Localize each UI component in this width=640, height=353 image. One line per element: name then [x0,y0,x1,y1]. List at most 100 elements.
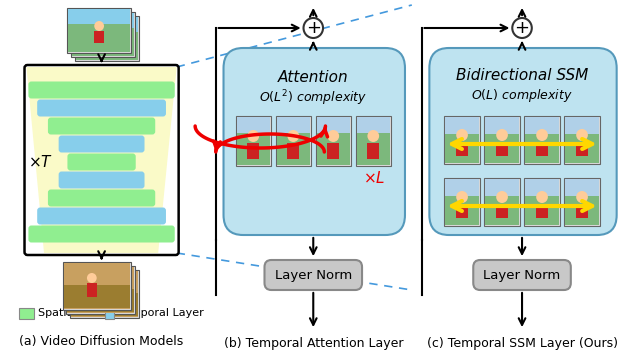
FancyBboxPatch shape [287,143,299,159]
Text: Spatial Layer: Spatial Layer [38,309,111,318]
FancyBboxPatch shape [37,208,166,225]
FancyBboxPatch shape [445,179,479,225]
Text: Layer Norm: Layer Norm [483,269,561,281]
FancyBboxPatch shape [445,117,479,163]
FancyBboxPatch shape [276,116,311,166]
Circle shape [87,273,97,283]
FancyBboxPatch shape [456,142,468,156]
FancyBboxPatch shape [328,143,339,159]
FancyBboxPatch shape [473,260,571,290]
FancyBboxPatch shape [68,9,130,24]
Text: Bidirectional SSM: Bidirectional SSM [456,68,588,84]
FancyBboxPatch shape [445,178,479,226]
Circle shape [536,191,548,203]
Circle shape [496,191,508,203]
Text: $\mathit{O}(L)$ complexity: $\mathit{O}(L)$ complexity [471,88,573,104]
Circle shape [536,129,548,141]
FancyBboxPatch shape [67,154,136,170]
FancyBboxPatch shape [98,35,108,47]
FancyBboxPatch shape [566,179,598,196]
FancyBboxPatch shape [59,136,145,152]
FancyBboxPatch shape [564,116,600,164]
FancyBboxPatch shape [566,179,598,225]
FancyBboxPatch shape [525,179,559,225]
FancyBboxPatch shape [237,117,270,133]
FancyBboxPatch shape [564,178,600,226]
FancyBboxPatch shape [248,143,259,159]
FancyBboxPatch shape [70,270,139,318]
Circle shape [303,18,323,38]
FancyBboxPatch shape [67,289,134,312]
FancyBboxPatch shape [484,116,520,164]
FancyBboxPatch shape [445,179,479,196]
FancyBboxPatch shape [63,263,130,309]
Text: +: + [306,19,321,37]
FancyBboxPatch shape [67,266,135,314]
FancyBboxPatch shape [356,116,391,166]
FancyBboxPatch shape [486,179,518,225]
FancyBboxPatch shape [223,48,405,235]
FancyBboxPatch shape [317,117,350,133]
FancyBboxPatch shape [48,190,156,207]
Circle shape [496,129,508,141]
FancyBboxPatch shape [48,118,156,134]
Text: Layer Norm: Layer Norm [275,269,352,281]
FancyBboxPatch shape [67,8,131,53]
FancyBboxPatch shape [576,142,588,156]
Circle shape [95,281,104,291]
Circle shape [576,191,588,203]
FancyBboxPatch shape [71,293,138,316]
FancyBboxPatch shape [28,226,175,243]
FancyBboxPatch shape [566,117,598,163]
FancyBboxPatch shape [496,204,508,218]
FancyBboxPatch shape [102,39,112,51]
FancyBboxPatch shape [367,143,379,159]
FancyBboxPatch shape [486,117,518,163]
Circle shape [94,21,104,31]
FancyBboxPatch shape [104,308,115,319]
FancyBboxPatch shape [91,287,100,301]
FancyBboxPatch shape [67,267,134,313]
FancyBboxPatch shape [276,117,310,165]
Circle shape [102,29,112,39]
Text: (b) Temporal Attention Layer: (b) Temporal Attention Layer [223,336,403,349]
FancyBboxPatch shape [28,82,175,98]
FancyBboxPatch shape [63,262,131,310]
Text: Attention: Attention [278,71,349,85]
FancyBboxPatch shape [71,12,135,57]
FancyBboxPatch shape [536,142,548,156]
Circle shape [456,191,468,203]
FancyBboxPatch shape [76,16,139,61]
FancyBboxPatch shape [24,65,179,255]
FancyBboxPatch shape [237,117,270,165]
FancyBboxPatch shape [94,31,104,43]
Circle shape [367,130,379,142]
FancyBboxPatch shape [71,271,138,317]
FancyBboxPatch shape [317,117,350,165]
FancyBboxPatch shape [445,117,479,134]
FancyBboxPatch shape [356,117,390,133]
Polygon shape [26,67,177,253]
Circle shape [456,129,468,141]
Text: $\mathit{O}(L^2)$ complexity: $\mathit{O}(L^2)$ complexity [259,88,367,108]
FancyBboxPatch shape [496,142,508,156]
FancyBboxPatch shape [524,178,559,226]
FancyBboxPatch shape [536,204,548,218]
Circle shape [287,130,299,142]
Circle shape [248,130,259,142]
Circle shape [576,129,588,141]
FancyBboxPatch shape [59,172,145,189]
FancyBboxPatch shape [456,204,468,218]
Text: $\times \mathbf{\mathit{L}}$: $\times \mathbf{\mathit{L}}$ [363,170,385,186]
FancyBboxPatch shape [524,116,559,164]
FancyBboxPatch shape [87,283,97,297]
FancyBboxPatch shape [276,117,310,133]
FancyBboxPatch shape [72,13,134,56]
Circle shape [91,277,100,287]
FancyBboxPatch shape [525,179,559,196]
FancyBboxPatch shape [525,117,559,163]
Text: $\times T$: $\times T$ [28,154,54,170]
FancyBboxPatch shape [525,117,559,134]
FancyBboxPatch shape [316,116,351,166]
Circle shape [328,130,339,142]
